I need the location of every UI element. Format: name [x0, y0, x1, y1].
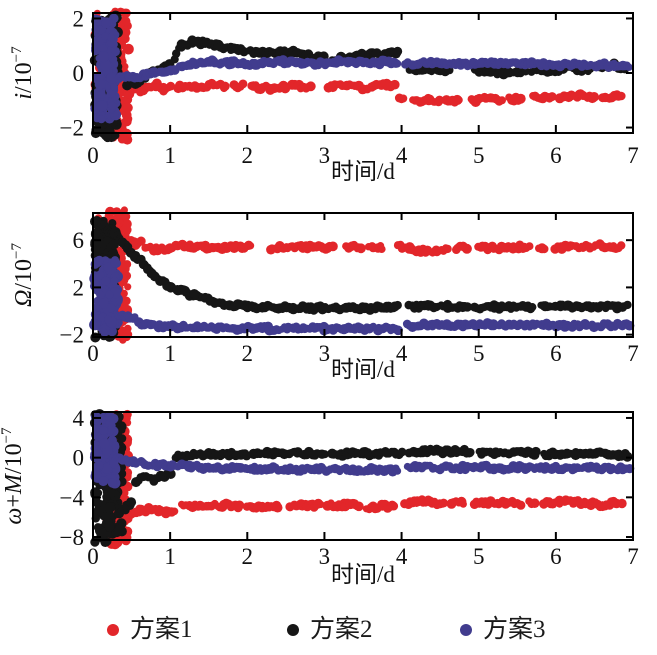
x-axis-label: 时间/d — [331, 357, 395, 382]
x-tick-label: 4 — [396, 143, 408, 168]
y-tick-label: 0 — [73, 446, 85, 471]
tick-labels: 0 1 2 3 4 5 6 720−2 — [60, 6, 639, 168]
x-tick-label: 3 — [319, 143, 331, 168]
y-tick-label: −4 — [60, 485, 85, 510]
subplot-omega-plus-m-chart: 0 1 2 3 4 5 6 7 4 0 −4 −8 时间/d ω+M/10−7 — [0, 406, 639, 587]
series-scheme2-dots — [89, 10, 630, 143]
plot-frame — [92, 411, 634, 541]
legend-label-scheme3: 方案3 — [483, 616, 546, 643]
x-tick-label: 0 — [87, 341, 99, 366]
legend-label-scheme1: 方案1 — [130, 616, 193, 643]
subplot-raan-chart: 0 1 2 3 4 5 6 7 6 2 −2 时间/d Ω/10−7 — [9, 206, 639, 382]
plot-frame — [92, 212, 634, 338]
legend-item-scheme2: 方案2 — [287, 616, 373, 644]
y-tick-label: 2 — [73, 6, 85, 31]
x-tick-label: 7 — [627, 143, 639, 168]
x-tick-label: 1 — [164, 544, 176, 569]
figure: 0 1 2 3 4 5 6 7 2 0 −2 时间/d i/10−7 0 1 2 3 4 5 6 7 6 2 −2 时间/d Ω… — [0, 6, 639, 643]
x-tick-label: 0 — [87, 143, 99, 168]
x-tick-label: 7 — [627, 544, 639, 569]
x-tick-label: 5 — [473, 544, 485, 569]
x-tick-label: 0 — [87, 544, 99, 569]
x-tick-label: 5 — [473, 341, 485, 366]
legend-label-scheme2: 方案2 — [310, 616, 373, 643]
legend-item-scheme1: 方案1 — [107, 616, 193, 644]
y-tick-label: −2 — [60, 116, 84, 141]
x-axis-label: 时间/d — [331, 562, 395, 587]
series-scheme3-dots — [89, 411, 635, 489]
series-scheme3-dots — [89, 255, 635, 337]
y-tick-label: −8 — [60, 525, 84, 550]
x-axis-label: 时间/d — [331, 159, 395, 184]
axis-ticks — [92, 214, 634, 336]
y-axis-label: ω+M/10−7 — [0, 427, 27, 525]
y-axis-label: i/10−7 — [9, 46, 37, 100]
axis-ticks — [92, 413, 634, 539]
scheme3-marker-icon — [460, 624, 472, 636]
x-tick-label: 5 — [473, 143, 485, 168]
axis-ticks — [92, 14, 634, 132]
y-tick-label: 2 — [73, 275, 85, 300]
x-tick-label: 1 — [164, 143, 176, 168]
series-scheme2-dots — [90, 216, 632, 343]
x-tick-label: 4 — [396, 544, 408, 569]
scheme2-marker-icon — [287, 624, 299, 636]
y-tick-label: 4 — [73, 406, 85, 431]
x-tick-label: 1 — [164, 341, 176, 366]
series-scheme2-dots — [89, 409, 633, 547]
tick-labels: 0 1 2 3 4 5 6 7 4 0 −4 −8 — [60, 406, 639, 569]
x-tick-label: 2 — [242, 143, 254, 168]
y-tick-label: 6 — [73, 228, 85, 253]
x-tick-label: 2 — [242, 544, 254, 569]
tick-labels: 0 1 2 3 4 5 6 7 6 2 −2 — [60, 228, 639, 366]
legend-item-scheme3: 方案3 — [460, 616, 546, 644]
scheme1-marker-icon — [107, 624, 119, 636]
y-tick-label: −2 — [60, 323, 84, 348]
x-tick-label: 6 — [550, 544, 562, 569]
x-tick-label: 7 — [627, 341, 639, 366]
x-tick-label: 2 — [242, 341, 254, 366]
x-tick-label: 6 — [550, 341, 562, 366]
series-scheme1-dots — [92, 409, 627, 550]
legend: 方案1 方案2 方案3 — [0, 605, 657, 655]
series-scheme3-dots — [90, 13, 633, 124]
plot-frame — [92, 12, 634, 134]
subplot-inclination-chart: 0 1 2 3 4 5 6 720−2时间/di/10−7 — [9, 6, 639, 184]
x-tick-label: 4 — [396, 341, 408, 366]
x-tick-label: 3 — [319, 544, 331, 569]
y-tick-label: 0 — [73, 61, 85, 86]
x-tick-label: 3 — [319, 341, 331, 366]
y-axis-label: Ω/10−7 — [9, 243, 37, 307]
x-tick-label: 6 — [550, 143, 562, 168]
